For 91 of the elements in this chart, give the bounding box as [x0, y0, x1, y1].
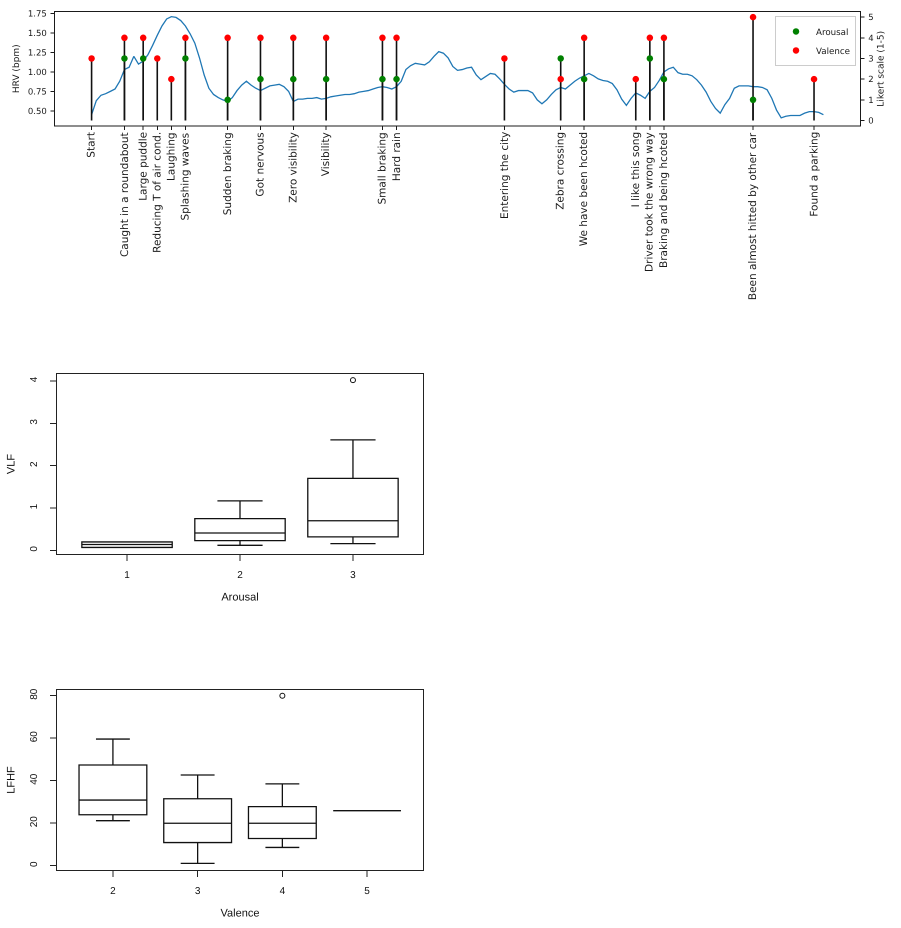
point: [182, 34, 189, 42]
x-tick-label: Been almost hitted by other car: [746, 132, 759, 300]
point: [140, 34, 146, 42]
x-tick-label: Small braking: [376, 132, 388, 205]
x-tick-label: 4: [280, 886, 286, 898]
y-tick-label: 2: [29, 460, 40, 467]
point: [121, 34, 128, 42]
x-tick-label: 1: [124, 570, 130, 582]
x-tick-label: 2: [237, 570, 244, 582]
y-axis-title: LFHF: [6, 766, 18, 794]
point: [557, 55, 564, 62]
point: [224, 96, 231, 104]
y2-tick-label: 3: [868, 54, 874, 64]
y-axis-title: VLF: [6, 454, 18, 474]
point: [154, 55, 161, 62]
point: [88, 55, 95, 62]
legend-label: Arousal: [816, 28, 848, 38]
y2-tick-label: 0: [868, 116, 874, 126]
point: [393, 34, 400, 42]
point: [557, 76, 564, 82]
x-tick-label: Driver took the wrong way: [644, 132, 656, 272]
x-tick-label: Caught in a roundabout: [118, 132, 131, 258]
y2-tick-label: 5: [868, 13, 874, 24]
point: [393, 76, 400, 82]
y2-tick-label: 4: [868, 34, 874, 44]
x-tick-label: Reducing T of air cond.: [152, 132, 164, 253]
y-tick-label: 1.75: [28, 10, 47, 20]
point: [646, 55, 654, 62]
x-tick-label: Large puddle: [138, 132, 150, 201]
point: [660, 34, 668, 42]
point: [379, 34, 386, 42]
x-tick-label: Visibility: [320, 132, 332, 176]
point: [660, 76, 668, 82]
x-tick-label: Splashing waves: [179, 132, 192, 221]
y-tick-label: 1.00: [28, 68, 47, 78]
x-tick-label: Zero visibility: [288, 132, 300, 203]
x-tick-label: Start: [85, 132, 98, 158]
point: [750, 96, 756, 104]
y-tick-label: 0.75: [28, 87, 47, 98]
x-tick-label: 5: [364, 886, 370, 898]
point: [290, 34, 297, 42]
x-tick-label: 2: [110, 886, 116, 898]
point: [501, 55, 508, 62]
y-tick-label: 1: [29, 503, 40, 510]
x-axis-title: Valence: [220, 907, 260, 920]
y-tick-label: 3: [29, 418, 40, 425]
point: [182, 55, 189, 62]
point: [322, 76, 330, 82]
y2-axis-title: Likert scale (1-5): [876, 30, 886, 107]
point: [750, 14, 756, 20]
point: [257, 34, 264, 42]
point: [646, 34, 654, 42]
x-tick-label: I like this song: [630, 132, 642, 208]
point: [168, 76, 175, 82]
x-tick-label: Got nervous: [254, 132, 266, 197]
y2-tick-label: 2: [868, 75, 874, 86]
x-tick-label: Zebra crossing: [554, 132, 567, 210]
x-tick-label: Hard rain: [390, 132, 403, 182]
point: [632, 76, 640, 82]
y-tick-label: 1.50: [28, 28, 47, 39]
y-tick-label: 1.25: [28, 48, 47, 58]
point: [810, 76, 818, 82]
y-tick-label: 4: [29, 376, 40, 382]
point: [224, 34, 231, 42]
point: [379, 76, 386, 82]
point: [257, 76, 264, 82]
x-tick-label: Sudden braking: [222, 132, 234, 216]
x-tick-label: 3: [194, 886, 201, 898]
x-tick-label: Found a parking: [808, 132, 820, 217]
y2-tick-label: 1: [868, 96, 874, 106]
x-tick-label: Entering the city: [498, 132, 511, 220]
x-tick-label: Laughing: [166, 132, 178, 181]
x-tick-label: We have been hcoted: [578, 132, 590, 246]
point: [290, 76, 297, 82]
y-tick-label: 0: [29, 861, 40, 867]
x-tick-label: Braking and being hcoted: [658, 132, 670, 268]
point: [121, 55, 128, 62]
y-tick-label: 20: [29, 816, 40, 828]
x-axis-title: Arousal: [221, 591, 259, 604]
point: [580, 76, 588, 82]
y-tick-label: 40: [29, 773, 40, 785]
y-tick-label: 80: [29, 688, 40, 700]
x-tick-label: 3: [350, 570, 356, 582]
y-axis-title: HRV (bpm): [12, 44, 22, 94]
point: [322, 34, 330, 42]
y-tick-label: 0: [29, 546, 40, 552]
point: [580, 34, 588, 42]
y-tick-label: 0.50: [28, 106, 47, 117]
y-tick-label: 60: [29, 730, 40, 742]
point: [140, 55, 146, 62]
legend-label: Valence: [816, 46, 850, 57]
